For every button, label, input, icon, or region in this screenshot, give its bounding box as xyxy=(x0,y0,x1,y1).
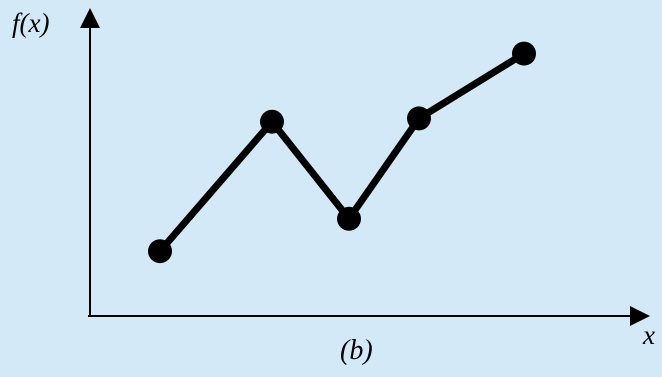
x-axis-label: x xyxy=(643,320,655,350)
y-axis-label: f(x) xyxy=(12,8,50,38)
data-point-4 xyxy=(407,106,431,131)
figure-caption: (b) xyxy=(340,335,373,366)
data-point-5 xyxy=(512,41,536,66)
series-layer xyxy=(148,41,536,264)
data-point-3 xyxy=(337,206,361,231)
data-point-1 xyxy=(148,239,172,264)
data-point-2 xyxy=(260,109,284,134)
